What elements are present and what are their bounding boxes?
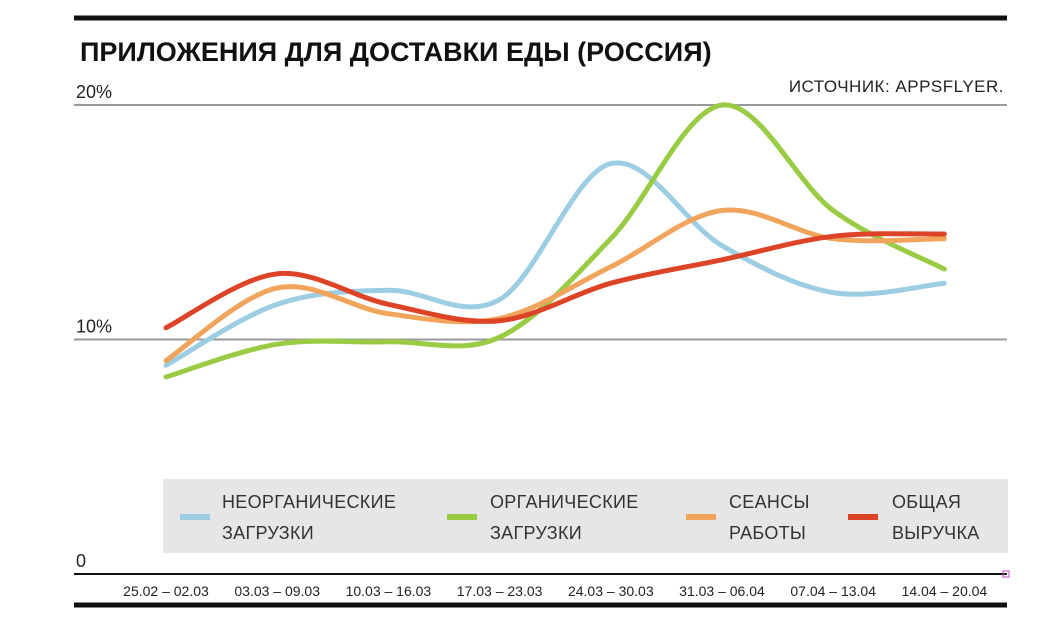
legend-label: ОБЩАЯ	[892, 492, 961, 512]
legend-label: ВЫРУЧКА	[892, 523, 980, 543]
series-line-4	[163, 231, 947, 331]
x-tick-label: 10.03 – 16.03	[346, 583, 432, 599]
x-tick-label: 31.03 – 06.04	[679, 583, 765, 599]
gridlines	[74, 104, 1007, 341]
x-axis-ticks: 25.02 – 02.03 03.03 – 09.03 10.03 – 16.03 1…	[123, 583, 987, 599]
series-line-1	[163, 160, 947, 368]
legend-label: ЗАГРУЗКИ	[222, 523, 314, 543]
x-tick-label: 03.03 – 09.03	[234, 583, 320, 599]
y-axis-ticks: 20% 10% 0	[76, 82, 112, 571]
legend-label: РАБОТЫ	[729, 523, 806, 543]
x-tick-label: 14.04 – 20.04	[902, 583, 988, 599]
source-note: ИСТОЧНИК: APPSFLYER.	[789, 77, 1004, 96]
x-tick-label: 24.03 – 30.03	[568, 583, 654, 599]
axis-end-marker	[1002, 570, 1010, 578]
legend-label: СЕАНСЫ	[729, 492, 810, 512]
series-line-3	[163, 207, 947, 364]
x-tick-label: 07.04 – 13.04	[790, 583, 876, 599]
legend-label: ОРГАНИЧЕСКИЕ	[490, 492, 639, 512]
x-tick-label: 25.02 – 02.03	[123, 583, 209, 599]
x-tick-label: 17.03 – 23.03	[457, 583, 543, 599]
series-lines	[163, 102, 947, 380]
legend: НЕОРГАНИЧЕСКИЕ ЗАГРУЗКИ ОРГАНИЧЕСКИЕ ЗАГРУЗ…	[180, 492, 980, 543]
legend-label: НЕОРГАНИЧЕСКИЕ	[222, 492, 396, 512]
chart-title: ПРИЛОЖЕНИЯ ДЛЯ ДОСТАВКИ ЕДЫ (РОССИЯ)	[80, 37, 712, 67]
y-tick-label: 0	[76, 551, 86, 571]
y-tick-label: 20%	[76, 82, 112, 102]
series-line-2	[163, 102, 947, 380]
y-tick-label: 10%	[76, 317, 112, 337]
legend-label: ЗАГРУЗКИ	[490, 523, 582, 543]
